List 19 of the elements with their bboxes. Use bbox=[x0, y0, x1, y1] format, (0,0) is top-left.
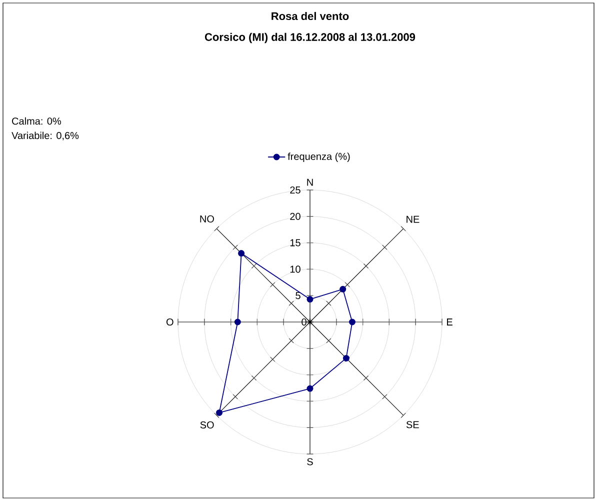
y-tick-label: 25 bbox=[290, 186, 300, 194]
chart-subtitle: Corsico (MI) dal 16.12.2008 al 13.01.2009 bbox=[204, 32, 416, 44]
y-tick-label: 20 bbox=[290, 212, 300, 220]
spoke-label: O bbox=[166, 318, 174, 326]
y-tick-label: 0 bbox=[302, 318, 306, 326]
text: Calma: 0% bbox=[12, 117, 62, 125]
spoke-label: NO bbox=[200, 215, 214, 222]
spoke-label: N bbox=[307, 178, 313, 186]
spoke-label: NE bbox=[406, 216, 420, 223]
text: Variabile: 0,6% bbox=[12, 132, 79, 140]
spoke-label: S bbox=[307, 458, 313, 466]
spoke-label: E bbox=[447, 318, 452, 326]
y-tick-label: 15 bbox=[290, 239, 300, 246]
y-tick-label: 5 bbox=[296, 292, 300, 300]
legend-label: frequenza (%) bbox=[288, 152, 350, 162]
spoke-label: SE bbox=[406, 421, 419, 428]
chart-title: Rosa del vento bbox=[272, 12, 349, 20]
spoke-label: SO bbox=[200, 421, 214, 428]
y-tick-label: 10 bbox=[290, 266, 300, 273]
